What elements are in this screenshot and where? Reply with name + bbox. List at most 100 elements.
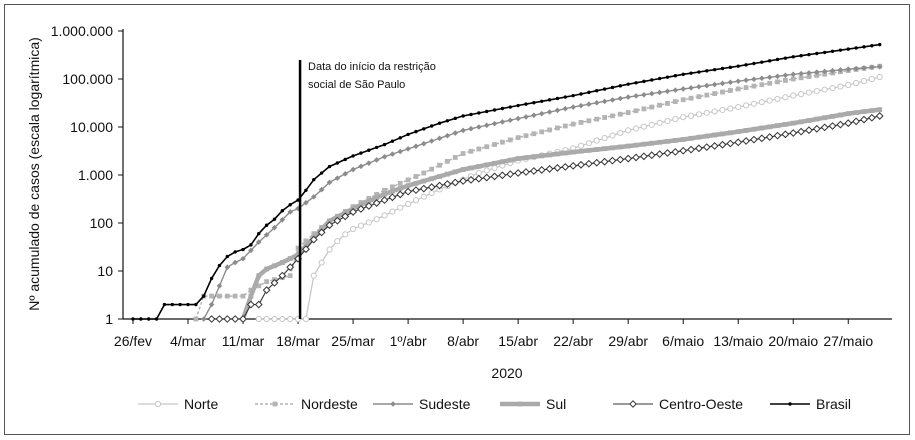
norte-point bbox=[412, 197, 420, 204]
nordeste-point bbox=[767, 80, 773, 86]
legend-item-nordeste: Nordeste bbox=[255, 396, 358, 412]
centro-oeste-point bbox=[663, 149, 672, 157]
sul-point bbox=[562, 150, 568, 156]
centro-oeste-point bbox=[867, 113, 876, 122]
brasil-point bbox=[712, 67, 717, 72]
nordeste-point bbox=[295, 245, 301, 251]
centro-oeste-point bbox=[396, 190, 405, 199]
brasil-point bbox=[547, 98, 552, 102]
nordeste-point bbox=[547, 127, 552, 133]
brasil-point bbox=[382, 142, 387, 147]
centro-oeste-point bbox=[655, 150, 664, 159]
brasil-point bbox=[351, 154, 355, 158]
sudeste-point bbox=[515, 115, 521, 122]
brasil-point bbox=[657, 76, 662, 81]
sudeste-point bbox=[617, 95, 624, 102]
sul-point bbox=[570, 149, 576, 155]
brasil-point bbox=[555, 96, 560, 101]
brasil-point bbox=[508, 105, 512, 109]
norte-line bbox=[258, 76, 880, 320]
sul-point bbox=[366, 198, 372, 204]
nordeste-point bbox=[413, 174, 419, 179]
nordeste-point bbox=[814, 72, 820, 78]
nordeste-point bbox=[743, 85, 749, 90]
sul-point bbox=[468, 165, 474, 171]
sudeste-point bbox=[350, 166, 356, 173]
sudeste-point bbox=[373, 157, 380, 163]
sudeste-point bbox=[248, 247, 254, 254]
series-layer bbox=[131, 42, 884, 323]
nordeste-point bbox=[641, 106, 647, 112]
sudeste-point bbox=[609, 97, 616, 103]
sul-point bbox=[279, 260, 285, 265]
sul-point bbox=[492, 160, 497, 166]
brasil-point bbox=[194, 302, 198, 307]
brasil-point bbox=[398, 136, 402, 140]
sul-point bbox=[790, 120, 796, 126]
brasil-point bbox=[815, 51, 819, 56]
sudeste-point bbox=[759, 75, 765, 82]
centro-oeste-point bbox=[742, 137, 750, 145]
centro-oeste-point bbox=[270, 278, 279, 287]
norte-point bbox=[656, 119, 663, 126]
sul-point bbox=[358, 202, 364, 208]
centro-oeste-series bbox=[207, 112, 884, 323]
brasil-point bbox=[217, 263, 222, 268]
nordeste-point bbox=[500, 139, 505, 145]
centro-oeste-point bbox=[498, 171, 507, 180]
sul-point bbox=[405, 183, 411, 189]
sul-point bbox=[735, 129, 741, 135]
centro-oeste-point bbox=[231, 315, 240, 323]
sudeste-point bbox=[782, 72, 789, 79]
sudeste-point bbox=[546, 109, 553, 115]
nordeste-point bbox=[712, 91, 718, 96]
brasil-point bbox=[665, 75, 670, 79]
sudeste-point bbox=[460, 127, 466, 134]
centro-oeste-point bbox=[325, 221, 334, 230]
nordeste-point bbox=[397, 180, 403, 186]
nordeste-point bbox=[594, 116, 600, 122]
centro-oeste-point bbox=[561, 162, 570, 171]
sul-point bbox=[264, 266, 270, 272]
sudeste-point bbox=[601, 98, 608, 105]
centro-oeste-point bbox=[451, 178, 460, 187]
nordeste-point bbox=[680, 97, 686, 103]
sudeste-point bbox=[837, 67, 844, 73]
nordeste-point bbox=[476, 146, 482, 152]
y-tick-label: 1.000 bbox=[78, 167, 113, 183]
sudeste-point bbox=[664, 88, 671, 95]
brasil-point bbox=[767, 59, 772, 63]
brasil-point bbox=[854, 46, 858, 50]
sul-point bbox=[680, 137, 686, 142]
centro-oeste-point bbox=[812, 124, 821, 133]
sul-point bbox=[523, 155, 529, 161]
sul-point bbox=[413, 180, 419, 186]
centro-oeste-point bbox=[482, 173, 491, 182]
brasil-point bbox=[359, 151, 363, 155]
centro-oeste-point bbox=[726, 139, 735, 148]
brasil-point bbox=[264, 223, 269, 227]
nordeste-point bbox=[217, 293, 222, 299]
x-tick-label: 1º/abr bbox=[390, 333, 427, 349]
norte-point bbox=[868, 75, 875, 83]
nordeste-point bbox=[374, 191, 380, 197]
brasil-point bbox=[783, 56, 788, 60]
norte-point bbox=[727, 105, 734, 112]
norte-point bbox=[263, 315, 270, 323]
legend-norte-point bbox=[154, 400, 162, 408]
norte-point bbox=[255, 315, 262, 323]
brasil-point bbox=[162, 302, 167, 307]
centro-oeste-point bbox=[357, 205, 365, 213]
norte-point bbox=[342, 231, 349, 238]
sul-point bbox=[594, 147, 600, 152]
norte-point bbox=[664, 117, 671, 125]
norte-point bbox=[287, 315, 294, 323]
sudeste-point bbox=[358, 163, 364, 170]
brasil-series bbox=[131, 42, 882, 321]
brasil-point bbox=[147, 317, 151, 321]
norte-point bbox=[680, 114, 687, 121]
sudeste-point bbox=[366, 160, 372, 166]
norte-point bbox=[483, 167, 490, 174]
sul-point bbox=[641, 141, 647, 147]
